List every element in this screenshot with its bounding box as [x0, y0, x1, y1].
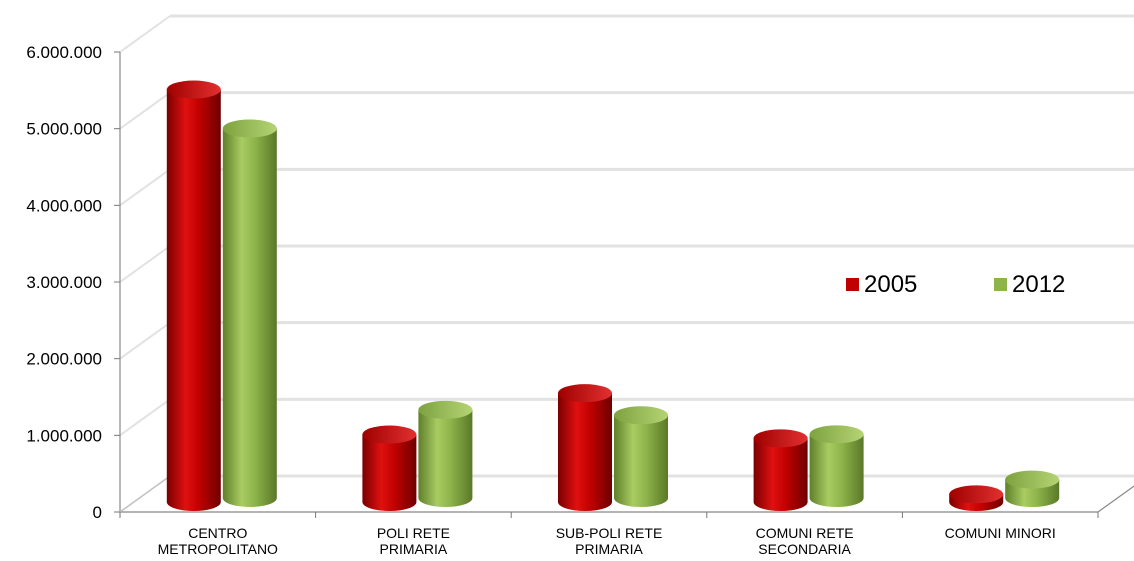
gridline-side	[119, 321, 171, 360]
category-label: POLI RETE PRIMARIA	[377, 525, 450, 557]
legend-swatch-2012	[994, 278, 1007, 291]
bar-cap	[418, 400, 473, 419]
bar-cap	[809, 425, 864, 444]
bars	[166, 80, 1060, 512]
bar-2012-2	[614, 406, 668, 507]
category-label: SUB-POLI RETE PRIMARIA	[556, 525, 663, 557]
category-label: COMUNI MINORI	[945, 525, 1056, 541]
bar-2012-4	[1005, 470, 1060, 507]
gridline-side	[119, 245, 171, 283]
bar-body	[753, 438, 808, 511]
bar-cap	[614, 406, 668, 425]
bar-cap	[362, 425, 417, 444]
bar-2012-3	[809, 425, 864, 507]
floor-edge-left	[119, 475, 171, 513]
bar-2005-0	[166, 80, 221, 512]
legend: 2005 2012	[846, 271, 1065, 298]
bar-2005-4	[949, 485, 1004, 511]
gridline-side	[119, 15, 171, 53]
bar-cap	[222, 119, 277, 138]
bar-cap	[949, 485, 1004, 504]
y-tick-label: 0	[93, 503, 102, 522]
gridline-side	[119, 398, 171, 437]
grid	[119, 14, 1134, 513]
bar-body	[362, 434, 417, 511]
y-tick-label: 3.000.000	[26, 273, 102, 292]
gridline-side	[119, 168, 171, 207]
bar-2012-1	[418, 400, 473, 507]
bar-body	[418, 409, 473, 507]
bar-body	[166, 89, 221, 512]
bar-cap	[166, 80, 221, 99]
bar-body	[809, 434, 864, 507]
y-tick-label: 1.000.000	[26, 426, 102, 445]
legend-label-2005: 2005	[864, 271, 917, 298]
bar-2005-1	[362, 425, 417, 511]
legend-label-2012: 2012	[1012, 271, 1065, 298]
category-label: COMUNI RETE SECONDARIA	[756, 525, 854, 557]
bar-cap	[558, 384, 612, 403]
y-tick-label: 5.000.000	[26, 120, 102, 139]
labels: 0 1.000.000 2.000.000 3.000.000 4.000.000 5.0…	[26, 43, 1055, 557]
legend-swatch-2005	[846, 278, 859, 291]
bar-body	[614, 415, 668, 507]
y-tick-label: 2.000.000	[26, 350, 102, 369]
category-label: CENTRO METROPOLITANO	[158, 525, 278, 557]
bar-cap	[753, 429, 808, 448]
floor-edge-right	[1097, 485, 1134, 513]
bar-body	[222, 128, 277, 507]
gridline-side	[119, 91, 171, 130]
bar-cap	[1005, 470, 1060, 489]
axes	[114, 51, 1134, 518]
bar-2012-0	[222, 119, 277, 507]
bar-body	[558, 393, 612, 511]
bar-2005-2	[558, 384, 612, 511]
y-tick-label: 6.000.000	[26, 43, 102, 62]
y-tick-label: 4.000.000	[26, 196, 102, 215]
bar-2005-3	[753, 429, 808, 511]
